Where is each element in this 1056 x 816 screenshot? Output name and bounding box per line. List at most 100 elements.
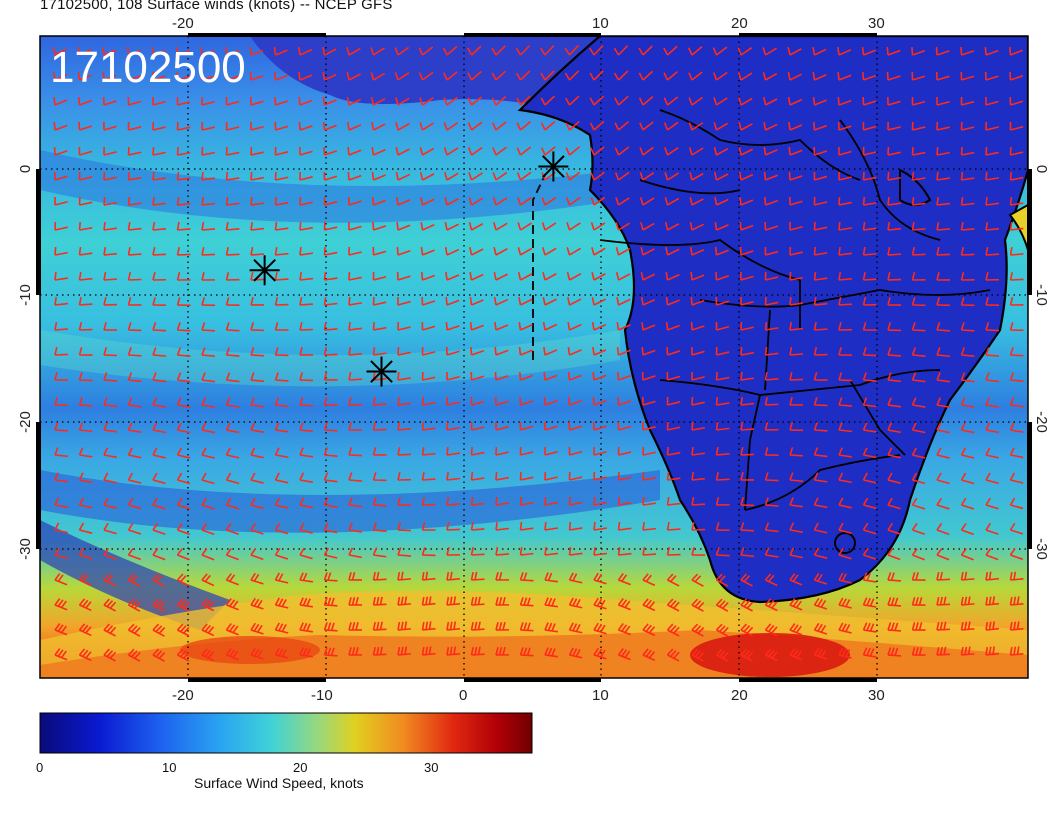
wind-barb-icon	[762, 47, 778, 56]
wind-barb-icon	[813, 146, 828, 156]
wind-barb-icon	[936, 422, 950, 434]
wind-barb-icon	[642, 623, 656, 637]
wind-barb-icon	[420, 221, 435, 231]
wind-barb-icon	[299, 447, 313, 458]
track-markers	[249, 151, 569, 387]
wind-barb-icon	[543, 346, 558, 356]
wind-barb-icon	[274, 96, 289, 106]
wind-barb-icon	[713, 97, 728, 106]
wind-barb-icon	[642, 521, 657, 531]
wind-barb-icon	[690, 271, 705, 281]
wind-barb-icon	[666, 371, 681, 381]
wind-barb-icon	[764, 422, 779, 431]
wind-barb-icon	[592, 421, 607, 431]
wind-barb-icon	[495, 521, 510, 531]
wind-barb-icon	[103, 623, 117, 637]
wind-barb-icon	[348, 597, 363, 606]
wind-barb-icon	[589, 120, 605, 131]
wind-barb-icon	[838, 246, 852, 256]
wind-barb-icon	[911, 247, 926, 256]
wind-barb-icon	[1009, 422, 1024, 433]
wind-barb-icon	[960, 71, 975, 81]
wind-barb-icon	[540, 44, 555, 56]
wind-barb-icon	[322, 96, 337, 106]
wind-barb-icon	[470, 371, 485, 381]
wind-barb-icon	[985, 596, 1000, 606]
wind-barb-icon	[665, 271, 680, 281]
wind-barb-icon	[911, 121, 926, 131]
wind-barb-icon	[54, 321, 69, 331]
wind-barb-icon	[152, 247, 167, 256]
wind-barb-icon	[298, 121, 313, 131]
wind-barb-icon	[887, 121, 901, 131]
wind-barb-icon	[372, 522, 387, 533]
wind-barb-icon	[887, 422, 901, 434]
wind-barb-icon	[323, 196, 338, 206]
wind-barb-icon	[103, 648, 117, 662]
wind-barb-icon	[250, 397, 264, 408]
wind-barb-icon	[689, 221, 705, 231]
wind-barb-icon	[960, 571, 975, 581]
wind-barb-icon	[862, 572, 877, 583]
wind-barb-icon	[103, 121, 117, 131]
wind-barb-icon	[225, 372, 240, 383]
wind-barb-icon	[201, 522, 215, 536]
wind-barb-icon	[494, 321, 509, 331]
wind-barb-icon	[176, 573, 190, 587]
wind-barb-icon	[567, 321, 582, 331]
wind-barb-icon	[515, 45, 531, 56]
wind-barb-icon	[960, 221, 975, 231]
wind-barb-icon	[299, 422, 314, 433]
wind-barb-icon	[641, 321, 656, 331]
wind-barb-icon	[348, 622, 363, 631]
wind-barb-icon	[640, 222, 655, 231]
wind-barb-icon	[176, 422, 191, 434]
wind-barb-icon	[642, 573, 656, 587]
wind-barb-icon	[911, 422, 926, 434]
wind-barb-icon	[77, 46, 92, 56]
wind-barb-icon	[935, 46, 950, 56]
wind-barb-icon	[540, 120, 556, 131]
wind-barb-icon	[936, 297, 951, 307]
wind-barb-icon	[225, 297, 240, 306]
wind-barb-icon	[544, 546, 559, 556]
wind-barb-icon	[225, 322, 240, 332]
wind-barb-icon	[519, 421, 534, 431]
wind-barb-icon	[642, 446, 656, 456]
wind-barb-icon	[201, 146, 215, 156]
wind-barb-icon	[617, 521, 632, 531]
wind-barb-icon	[470, 496, 485, 506]
wind-barb-icon	[347, 171, 362, 181]
wind-barb-icon	[639, 121, 654, 131]
wind-barb-icon	[838, 622, 852, 634]
wind-barb-icon	[615, 222, 630, 231]
wind-barb-icon	[789, 623, 803, 636]
wind-barb-icon	[54, 221, 68, 231]
wind-barb-icon	[347, 121, 362, 131]
wind-barb-icon	[592, 396, 607, 406]
wind-barb-icon	[397, 497, 412, 506]
wind-barb-icon	[176, 71, 191, 81]
wind-barb-icon	[640, 296, 656, 306]
wind-barb-icon	[176, 347, 191, 358]
wind-barb-icon	[420, 196, 435, 206]
wind-barb-icon	[323, 321, 338, 331]
wind-barb-icon	[127, 497, 142, 510]
wind-barb-icon	[495, 446, 509, 456]
wind-barb-icon	[323, 146, 338, 156]
wind-barb-icon	[617, 471, 632, 481]
wind-barb-icon	[617, 421, 632, 431]
wind-barb-icon	[714, 196, 729, 206]
wind-barb-icon	[1009, 571, 1024, 581]
wind-barb-icon	[568, 647, 583, 659]
wind-barb-icon	[372, 447, 387, 456]
wind-barb-icon	[445, 346, 460, 356]
wind-barb-icon	[54, 623, 68, 636]
wind-barb-icon	[614, 146, 630, 156]
wind-barb-icon	[838, 322, 853, 331]
wind-barb-icon	[838, 572, 852, 584]
wind-barb-icon	[715, 446, 730, 456]
wind-barb-icon	[691, 446, 705, 456]
wind-barb-icon	[127, 347, 142, 357]
